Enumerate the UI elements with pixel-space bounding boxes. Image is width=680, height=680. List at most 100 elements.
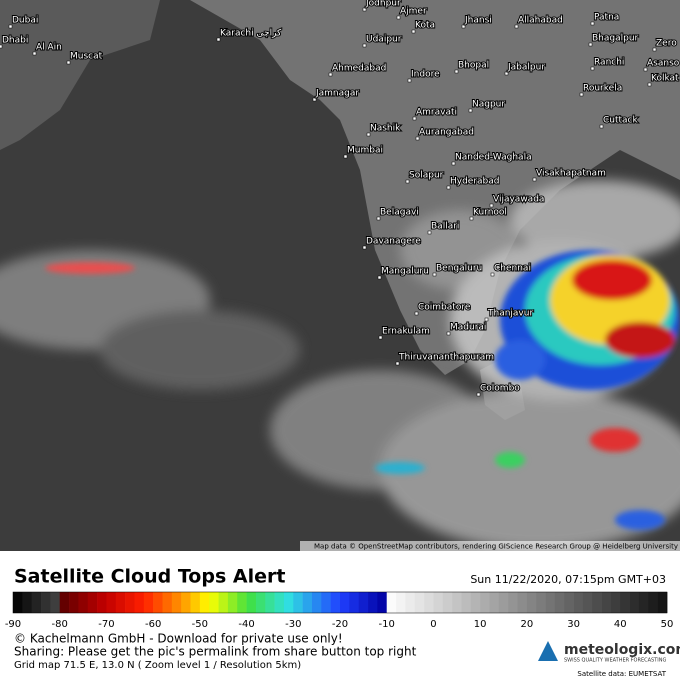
scale-swatch xyxy=(78,592,89,613)
scale-swatch xyxy=(134,592,145,613)
scale-swatch xyxy=(601,592,612,613)
scale-swatch xyxy=(638,592,649,613)
scale-tick-label: 40 xyxy=(614,619,627,630)
city-label: Cuttack xyxy=(603,116,639,126)
scale-swatch xyxy=(582,592,593,613)
city-marker xyxy=(396,15,401,20)
scale-swatch xyxy=(470,592,481,613)
city-label: Colombo xyxy=(480,384,520,394)
scale-swatch xyxy=(368,592,378,613)
city-label: Kota xyxy=(415,21,435,31)
scale-swatch xyxy=(115,592,126,613)
city-marker xyxy=(490,272,495,277)
scale-swatch xyxy=(97,592,107,613)
city-label: Ahmedabad xyxy=(332,64,386,74)
scale-swatch xyxy=(405,592,416,613)
scale-tick-label: 50 xyxy=(661,619,674,630)
city-marker xyxy=(514,24,519,29)
scale-swatch xyxy=(358,592,369,613)
scale-swatch xyxy=(648,592,658,613)
city-label: Allahabad xyxy=(518,16,563,26)
scale-swatch xyxy=(274,592,285,613)
city-marker xyxy=(446,185,451,190)
scale-swatch xyxy=(573,592,584,613)
city-label: Jodhpur xyxy=(365,0,401,9)
city-label: Asanso xyxy=(647,59,680,69)
scale-swatch xyxy=(610,592,621,613)
scale-swatch xyxy=(153,592,163,613)
city-marker xyxy=(588,42,593,47)
copyright: © Kachelmann GmbH - Download for private… xyxy=(14,632,343,646)
scale-tick-label: -30 xyxy=(285,619,301,630)
scale-swatch xyxy=(143,592,154,613)
scale-tick-label: -40 xyxy=(238,619,254,630)
color-scale: -90 -80 -70 -60 -50 -40 -30 -20 -10 0 10 20 30 40 50 xyxy=(5,591,674,630)
city-label: Patna xyxy=(594,13,619,23)
scale-swatch xyxy=(50,592,61,613)
scale-swatch xyxy=(433,592,444,613)
scale-tick-label: 30 xyxy=(567,619,580,630)
city-label: Hyderabad xyxy=(450,177,500,187)
scale-tick-label: -60 xyxy=(145,619,161,630)
city-marker xyxy=(446,331,451,336)
scale-swatch xyxy=(620,592,630,613)
scale-swatch xyxy=(461,592,472,613)
scale-swatch xyxy=(209,592,219,613)
city-marker xyxy=(484,317,489,322)
city-label: Jabalpur xyxy=(507,63,545,73)
logo-icon xyxy=(538,641,558,661)
city-label: Amravati xyxy=(416,108,457,118)
city-marker xyxy=(328,72,333,77)
city-marker xyxy=(469,216,474,221)
scale-swatch xyxy=(171,592,182,613)
city-label: Jhansi xyxy=(464,16,492,26)
city-label: Al Ain xyxy=(36,43,62,53)
scale-swatch xyxy=(536,592,546,613)
city-marker xyxy=(377,275,382,280)
scale-swatch xyxy=(386,592,397,613)
scale-swatch xyxy=(293,592,303,613)
source: Satellite data: EUMETSAT xyxy=(577,670,666,678)
city-label: Muscat xyxy=(70,52,103,62)
scale-swatch xyxy=(330,592,341,613)
scale-swatch xyxy=(498,592,509,613)
legend-title: Satellite Cloud Tops Alert xyxy=(14,566,285,588)
scale-tick-label: -70 xyxy=(98,619,114,630)
scale-swatch xyxy=(629,592,640,613)
city-marker xyxy=(652,47,657,52)
date: Sun 11/22/2020, 07:15pm GMT+03 xyxy=(470,573,666,586)
city-label: Nanded-Waghala xyxy=(455,153,532,163)
scale-tick-label: -90 xyxy=(5,619,21,630)
city-label: Bhagalpur xyxy=(592,34,639,44)
city-marker xyxy=(643,67,648,72)
city-marker xyxy=(405,179,410,184)
scale-swatch xyxy=(442,592,453,613)
city-marker xyxy=(451,161,456,166)
city-marker xyxy=(590,21,595,26)
legend-panel xyxy=(0,551,680,680)
scale-swatch xyxy=(255,592,266,613)
city-marker xyxy=(599,124,604,129)
scale-swatch xyxy=(181,592,191,613)
city-label: Ajmer xyxy=(400,7,427,17)
city-marker xyxy=(468,108,473,113)
scale-swatch xyxy=(340,592,350,613)
scale-swatch xyxy=(246,592,257,613)
city-label: Belagavi xyxy=(380,208,419,218)
scale-tick-label: 10 xyxy=(474,619,487,630)
scale-swatch xyxy=(199,592,210,613)
scale-tick-label: -50 xyxy=(192,619,208,630)
city-marker xyxy=(407,78,412,83)
city-label: Ernakulam xyxy=(382,327,430,337)
city-label: Ballari xyxy=(431,222,459,232)
city-label: Zero xyxy=(656,39,677,49)
city-marker xyxy=(216,37,221,42)
scale-swatch xyxy=(13,592,23,613)
brand: meteologix.com xyxy=(564,642,680,658)
city-label: Bhopal xyxy=(458,61,489,71)
city-marker xyxy=(66,60,71,65)
city-marker xyxy=(590,66,595,71)
scale-swatch xyxy=(302,592,313,613)
scale-swatch xyxy=(265,592,275,613)
